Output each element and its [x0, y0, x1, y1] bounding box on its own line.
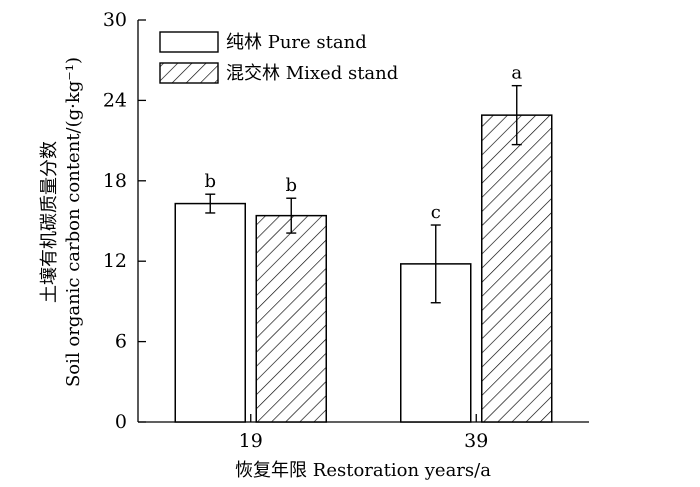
significance-label: a — [511, 63, 522, 84]
bars: b b c a — [174, 63, 553, 423]
legend-swatch — [159, 31, 219, 53]
y-tick-label: 24 — [103, 89, 127, 111]
legend-label: 混交林 Mixed stand — [226, 63, 398, 84]
y-tick-label: 12 — [103, 250, 127, 272]
y-tick-label: 18 — [103, 170, 127, 192]
axes: 0 6 12 18 24 30 19 39 — [103, 9, 589, 452]
x-axis-title: 恢复年限 Restoration years/a — [235, 460, 491, 481]
y-tick-label: 30 — [103, 9, 127, 31]
legend-swatch — [159, 62, 219, 84]
bar — [481, 114, 553, 423]
y-tick-label: 6 — [115, 331, 127, 353]
x-tick-label: 19 — [239, 430, 263, 452]
legend: 纯林 Pure stand 混交林 Mixed stand — [159, 31, 398, 84]
y-axis-title-line2: Soil organic carbon content/(g·kg⁻¹) — [63, 57, 84, 387]
x-tick-label: 39 — [464, 430, 488, 452]
y-axis-title-line1: 土壤有机碳质量分数 — [39, 141, 60, 303]
legend-label: 纯林 Pure stand — [226, 32, 367, 53]
significance-label: b — [285, 175, 297, 196]
bar — [174, 202, 246, 423]
significance-label: c — [431, 202, 441, 223]
significance-label: b — [204, 171, 216, 192]
y-tick-label: 0 — [115, 411, 127, 433]
bar — [255, 214, 327, 423]
